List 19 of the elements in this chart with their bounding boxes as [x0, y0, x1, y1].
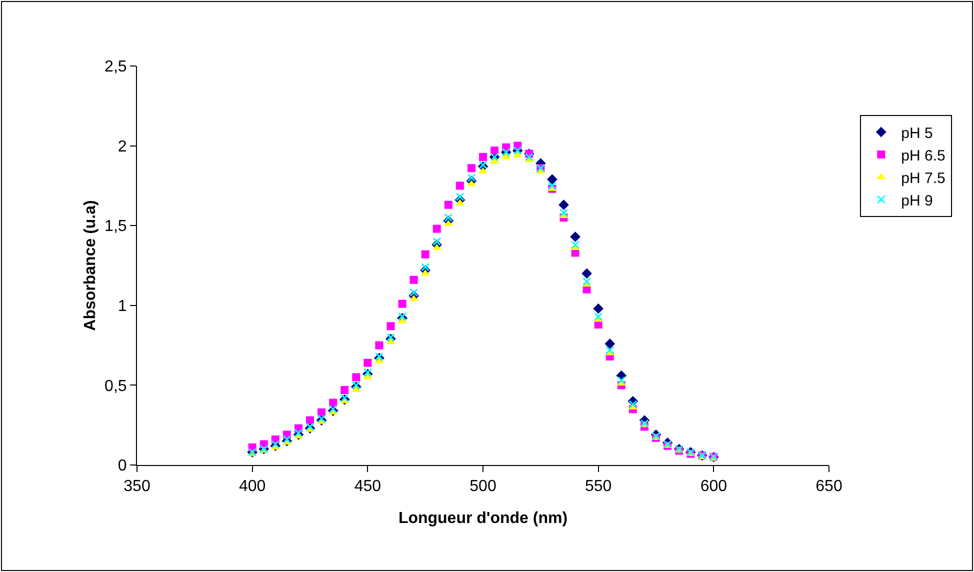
- y-tick-label: 2,5: [104, 58, 127, 76]
- y-tick-label: 2: [118, 138, 127, 156]
- x-tick-label: 500: [470, 478, 496, 496]
- y-tick-label: 1: [118, 298, 127, 315]
- legend-label: pH 9: [901, 192, 933, 210]
- x-tick-label: 550: [584, 478, 612, 496]
- x-tick-label: 350: [124, 478, 150, 496]
- x-tick-label: 600: [700, 478, 728, 496]
- x-tick-label: 450: [354, 478, 382, 496]
- y-tick-label: 0: [118, 458, 127, 475]
- legend-label: pH 6.5: [901, 147, 946, 164]
- x-axis-title: Longueur d'onde (nm): [398, 510, 568, 527]
- x-tick-label: 400: [238, 478, 266, 496]
- y-tick-label: 0,5: [104, 378, 127, 395]
- y-tick-label: 1,5: [104, 218, 127, 236]
- legend-label: pH 5: [901, 124, 933, 142]
- y-axis-title: Absorbance (u.a): [82, 200, 99, 331]
- legend-label: pH 7.5: [901, 170, 946, 187]
- x-tick-label: 650: [816, 478, 842, 496]
